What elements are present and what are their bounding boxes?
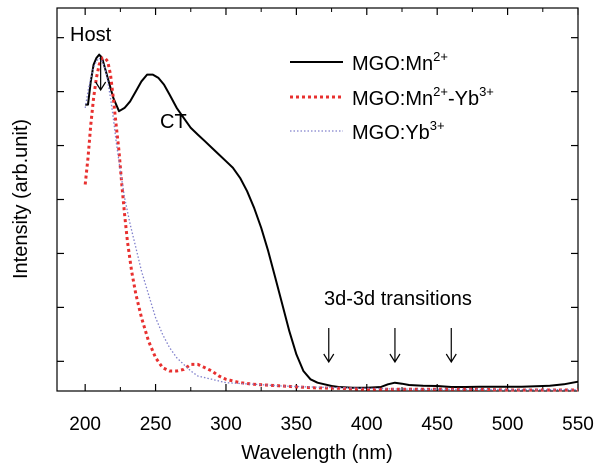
legend-name: MGO:Mn	[352, 88, 433, 110]
arrow-transition-1-head	[389, 353, 401, 364]
x-tick-label: 400	[351, 414, 383, 435]
x-tick-labels: 200 250 300 350 400 450 500 550	[69, 414, 594, 435]
x-tick-label: 550	[562, 414, 594, 435]
x-tick-label: 500	[492, 414, 524, 435]
legend-superscript: 3+	[430, 118, 445, 133]
y-axis-title: Intensity (arb.unit)	[10, 119, 32, 279]
x-axis-title: Wavelength (nm)	[241, 442, 393, 463]
x-tick-label: 250	[140, 414, 172, 435]
legend-suffix: -Yb	[448, 88, 479, 110]
series-layer	[83, 53, 579, 392]
legend-label-yb: MGO:Yb3+	[352, 118, 445, 144]
annotation-host: Host	[70, 24, 112, 46]
annotation-3d-transitions: 3d-3d transitions	[324, 288, 472, 310]
x-tick-label: 350	[281, 414, 313, 435]
series-line-1	[83, 56, 578, 392]
x-tick-label: 200	[69, 414, 101, 435]
legend-label-mn: MGO:Mn2+	[352, 49, 448, 75]
arrow-transition-2-head	[445, 353, 457, 364]
axis-ticks	[57, 8, 579, 391]
annotation-arrows	[95, 55, 457, 364]
arrow-transition-0-head	[323, 353, 335, 364]
legend-superscript: 2+	[433, 84, 448, 99]
series-line-2	[84, 57, 578, 391]
plot-frame	[56, 7, 579, 392]
legend-suffix-superscript: 3+	[479, 84, 494, 99]
legend-label-mn-yb: MGO:Mn2+-Yb3+	[352, 84, 494, 110]
legend: MGO:Mn2+ MGO:Mn2+-Yb3+ MGO:Yb3+	[290, 49, 494, 144]
legend-name: MGO:Mn	[352, 53, 433, 75]
annotation-ct: CT	[160, 111, 187, 133]
legend-name: MGO:Yb	[352, 122, 430, 144]
x-tick-label: 450	[421, 414, 453, 435]
x-tick-label: 300	[210, 414, 242, 435]
arrow-host-head	[95, 81, 107, 92]
series-line-0	[85, 53, 579, 389]
legend-superscript: 2+	[433, 49, 448, 64]
